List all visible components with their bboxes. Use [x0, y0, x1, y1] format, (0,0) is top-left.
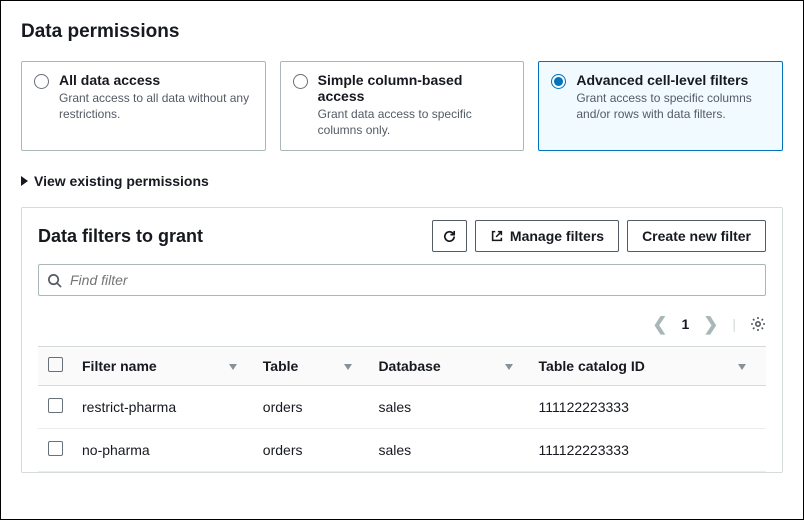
cell-catalog-id: 111122223333 — [533, 429, 766, 472]
access-card-title: Simple column-based access — [318, 72, 512, 104]
cell-table: orders — [257, 429, 373, 472]
external-link-icon — [490, 229, 504, 243]
access-card-desc: Grant data access to specific columns on… — [318, 106, 512, 138]
search-icon — [47, 273, 62, 288]
col-database[interactable]: Database — [372, 347, 532, 386]
access-card-all-data[interactable]: All data access Grant access to all data… — [21, 61, 266, 151]
access-card-cell-level[interactable]: Advanced cell-level filters Grant access… — [538, 61, 783, 151]
search-input[interactable] — [68, 271, 757, 289]
settings-button[interactable] — [750, 316, 766, 332]
cell-filter-name: restrict-pharma — [76, 386, 257, 429]
filters-title: Data filters to grant — [38, 226, 424, 247]
cell-catalog-id: 111122223333 — [533, 386, 766, 429]
cell-table: orders — [257, 386, 373, 429]
cell-database: sales — [372, 429, 532, 472]
sort-icon — [344, 364, 352, 370]
access-card-column-based[interactable]: Simple column-based access Grant data ac… — [280, 61, 525, 151]
select-all-checkbox[interactable] — [48, 357, 63, 372]
col-catalog-id[interactable]: Table catalog ID — [533, 347, 766, 386]
filters-section: Data filters to grant Manage filters Cre… — [21, 207, 783, 473]
sort-icon — [229, 364, 237, 370]
row-checkbox[interactable] — [48, 441, 63, 456]
radio-icon — [293, 74, 308, 89]
paginator: ❮ 1 ❯ | — [38, 306, 766, 342]
access-options: All data access Grant access to all data… — [21, 61, 783, 151]
table-row[interactable]: restrict-pharma orders sales 11112222333… — [38, 386, 766, 429]
search-input-wrap[interactable] — [38, 264, 766, 296]
create-filter-button[interactable]: Create new filter — [627, 220, 766, 252]
page-number: 1 — [681, 316, 689, 332]
next-page-button[interactable]: ❯ — [703, 314, 718, 335]
radio-icon — [551, 74, 566, 89]
create-filter-label: Create new filter — [642, 228, 751, 244]
caret-right-icon — [21, 176, 28, 186]
row-checkbox[interactable] — [48, 398, 63, 413]
expand-label: View existing permissions — [34, 173, 209, 189]
cell-filter-name: no-pharma — [76, 429, 257, 472]
cell-database: sales — [372, 386, 532, 429]
col-filter-name[interactable]: Filter name — [76, 347, 257, 386]
page-title: Data permissions — [21, 21, 783, 43]
refresh-icon — [442, 229, 457, 244]
access-card-title: Advanced cell-level filters — [576, 72, 770, 88]
access-card-desc: Grant access to all data without any res… — [59, 90, 253, 122]
radio-icon — [34, 74, 49, 89]
manage-filters-button[interactable]: Manage filters — [475, 220, 619, 252]
manage-filters-label: Manage filters — [510, 228, 604, 244]
table-row[interactable]: no-pharma orders sales 111122223333 — [38, 429, 766, 472]
sort-icon — [738, 364, 746, 370]
view-existing-permissions-toggle[interactable]: View existing permissions — [21, 173, 783, 189]
refresh-button[interactable] — [432, 220, 467, 252]
prev-page-button[interactable]: ❮ — [652, 314, 667, 335]
access-card-desc: Grant access to specific columns and/or … — [576, 90, 770, 122]
col-table[interactable]: Table — [257, 347, 373, 386]
access-card-title: All data access — [59, 72, 253, 88]
sort-icon — [505, 364, 513, 370]
filters-table: Filter name Table Database Table catalog… — [38, 346, 766, 472]
